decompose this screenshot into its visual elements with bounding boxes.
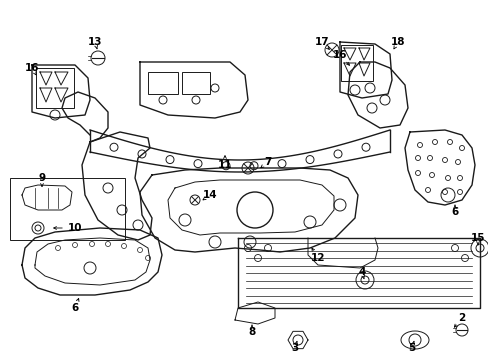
Text: 4: 4 (358, 267, 365, 277)
Text: 7: 7 (264, 157, 271, 167)
Text: 17: 17 (314, 37, 328, 47)
Text: 13: 13 (87, 37, 102, 47)
Text: 8: 8 (248, 327, 255, 337)
Bar (36, 68, 74, 108)
Text: 15: 15 (470, 233, 484, 243)
Bar (340, 45, 372, 81)
Text: 16: 16 (25, 63, 39, 73)
Text: 18: 18 (390, 37, 405, 47)
Text: 6: 6 (450, 207, 458, 217)
Text: 9: 9 (39, 173, 45, 183)
Text: 3: 3 (291, 343, 298, 353)
Bar (10, 178, 125, 240)
Text: 10: 10 (68, 223, 82, 233)
Bar (182, 72, 209, 94)
Bar (148, 72, 178, 94)
Text: 12: 12 (310, 253, 325, 263)
Text: 2: 2 (457, 313, 465, 323)
Text: 16: 16 (332, 50, 346, 60)
Text: 6: 6 (71, 303, 79, 313)
Text: 11: 11 (217, 160, 232, 170)
Text: 14: 14 (202, 190, 217, 200)
Text: 5: 5 (407, 343, 415, 353)
